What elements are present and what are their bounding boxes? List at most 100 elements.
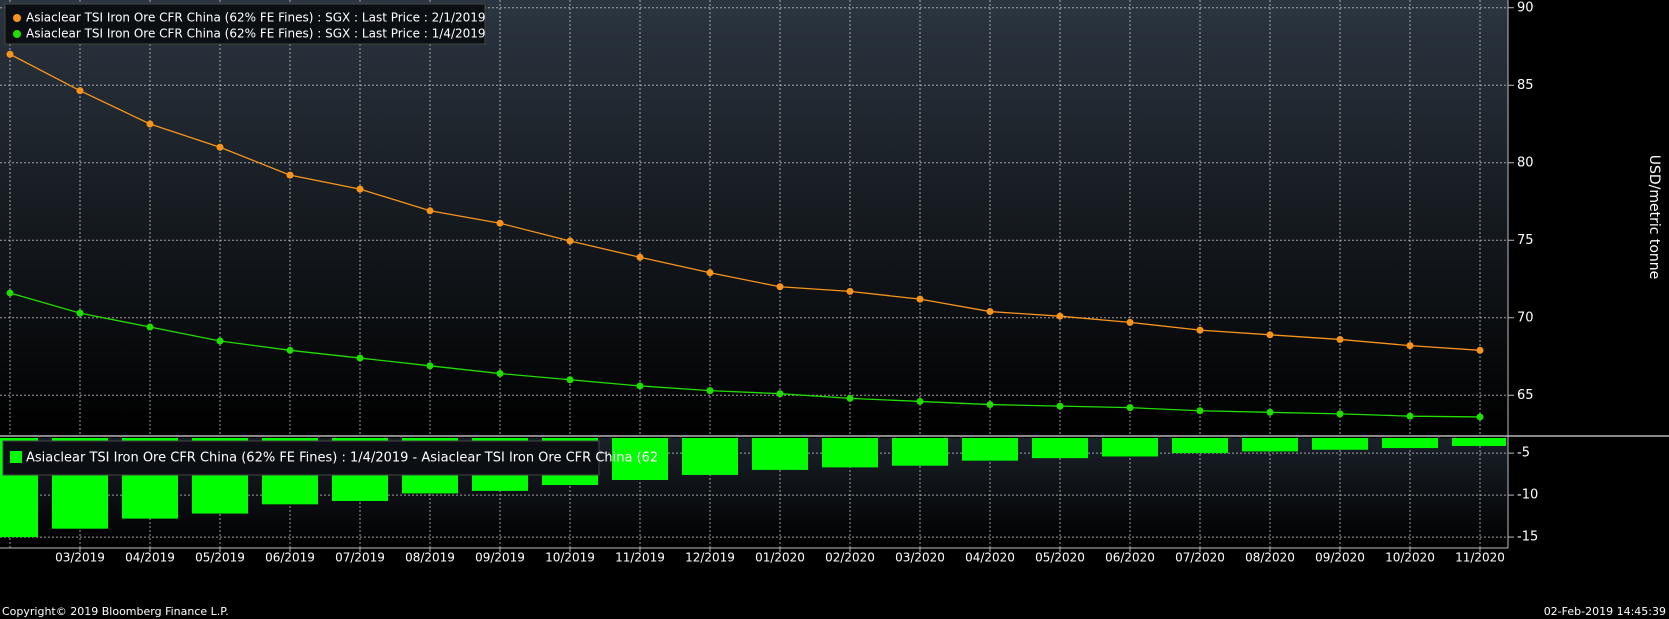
x-tick-label: 12/2019 (685, 551, 735, 565)
line (9, 53, 1481, 351)
point (1476, 413, 1484, 421)
point (76, 87, 84, 95)
timestamp: 02-Feb-2019 14:45:39 (1544, 605, 1666, 618)
bar (1032, 438, 1088, 459)
bar (822, 438, 878, 468)
x-tick-label: 07/2020 (1175, 551, 1225, 565)
x-tick-label: 11/2019 (615, 551, 665, 565)
x-tick-label: 09/2020 (1315, 551, 1365, 565)
bar (612, 438, 668, 480)
point (1126, 404, 1134, 412)
x-tick-label: 01/2020 (755, 551, 805, 565)
point (566, 237, 574, 245)
point (916, 397, 924, 405)
bar (752, 438, 808, 470)
y-tick-label: 65 (1517, 388, 1534, 403)
point (146, 120, 154, 128)
point (916, 295, 924, 303)
point (6, 50, 14, 58)
legend-label: Asiaclear TSI Iron Ore CFR China (62% FE… (26, 27, 486, 41)
point (986, 401, 994, 409)
point (496, 370, 504, 378)
bar (892, 438, 948, 466)
point (636, 253, 644, 261)
legend-marker (13, 30, 21, 38)
legend-marker (10, 451, 22, 463)
point (1126, 318, 1134, 326)
point (1056, 312, 1064, 320)
x-tick-label: 02/2020 (825, 551, 875, 565)
y-tick-label: 70 (1517, 310, 1534, 325)
point (286, 346, 294, 354)
x-tick-label: 10/2020 (1385, 551, 1435, 565)
point (76, 309, 84, 317)
point (1476, 346, 1484, 354)
x-tick-label: 03/2020 (895, 551, 945, 565)
x-tick-label: 08/2019 (405, 551, 455, 565)
x-tick-label: 06/2020 (1105, 551, 1155, 565)
bar (1242, 438, 1298, 452)
point (216, 337, 224, 345)
bar (1102, 438, 1158, 457)
y-tick-label: -10 (1517, 488, 1538, 503)
point (636, 382, 644, 390)
bar (1382, 438, 1438, 449)
point (1196, 326, 1204, 334)
point (1266, 331, 1274, 339)
bar (682, 438, 738, 475)
legend-label: Asiaclear TSI Iron Ore CFR China (62% FE… (26, 451, 658, 466)
legend-label: Asiaclear TSI Iron Ore CFR China (62% FE… (26, 11, 486, 25)
top-panel (0, 0, 1508, 434)
legend-marker (13, 14, 21, 22)
point (706, 269, 714, 277)
point (1196, 407, 1204, 415)
legend-box (4, 3, 486, 45)
copyright: Copyright© 2019 Bloomberg Finance L.P. (2, 605, 229, 618)
point (1056, 402, 1064, 410)
point (776, 283, 784, 291)
x-tick-label: 03/2019 (55, 551, 105, 565)
point (1406, 342, 1414, 350)
line (9, 292, 1481, 418)
x-tick-label: 11/2020 (1455, 551, 1505, 565)
point (1336, 410, 1344, 418)
point (426, 362, 434, 370)
x-tick-label: 05/2020 (1035, 551, 1085, 565)
x-tick-label: 05/2019 (195, 551, 245, 565)
x-tick-label: 09/2019 (475, 551, 525, 565)
bar (1312, 438, 1368, 450)
x-tick-label: 08/2020 (1245, 551, 1295, 565)
point (846, 287, 854, 295)
y-tick-label: -5 (1517, 446, 1530, 461)
point (216, 143, 224, 151)
point (986, 308, 994, 316)
point (426, 207, 434, 215)
y-tick-label: 85 (1517, 78, 1534, 93)
y-tick-label: -15 (1517, 530, 1538, 545)
point (1266, 408, 1274, 416)
bar (1172, 438, 1228, 454)
point (1406, 412, 1414, 420)
legend-box (2, 440, 600, 476)
bar (962, 438, 1018, 461)
x-tick-label: 04/2020 (965, 551, 1015, 565)
x-tick-label: 06/2019 (265, 551, 315, 565)
y-tick-label: 80 (1517, 155, 1534, 170)
point (496, 219, 504, 227)
point (146, 323, 154, 331)
point (6, 289, 14, 297)
x-tick-label: 10/2019 (545, 551, 595, 565)
bar (1452, 438, 1506, 446)
point (706, 387, 714, 395)
y-tick-label: 75 (1517, 233, 1534, 248)
point (846, 394, 854, 402)
point (776, 390, 784, 398)
point (566, 376, 574, 384)
point (356, 185, 364, 193)
x-tick-label: 04/2019 (125, 551, 175, 565)
point (286, 171, 294, 179)
y-axis-label: USD/metric tonne (1646, 155, 1662, 280)
y-tick-label: 90 (1517, 0, 1534, 15)
x-tick-label: 07/2019 (335, 551, 385, 565)
